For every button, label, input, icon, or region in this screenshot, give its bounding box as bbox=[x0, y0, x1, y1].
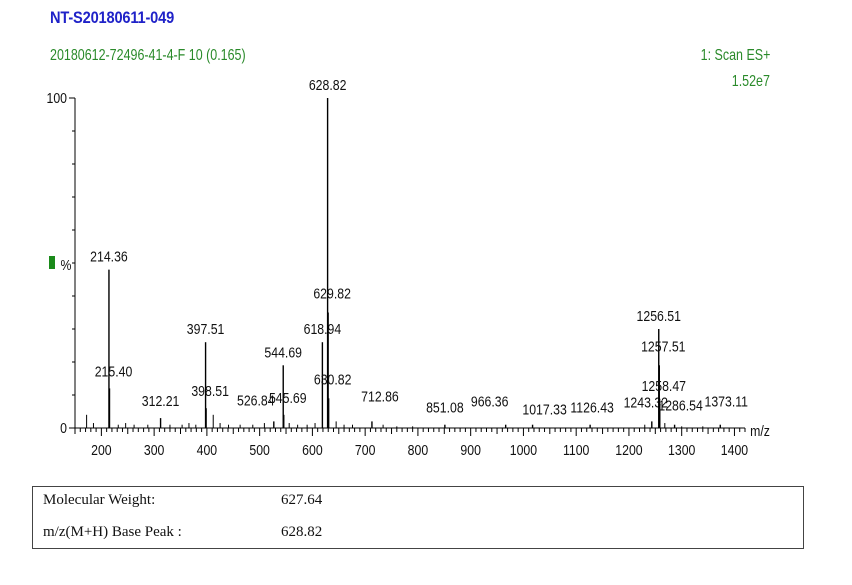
molecular-weight-label: Molecular Weight: bbox=[43, 492, 156, 508]
peak-label-628.82: 628.82 bbox=[309, 77, 347, 93]
x-tick-label: 1200 bbox=[615, 442, 643, 458]
scan-mode: 1: Scan ES+ bbox=[700, 47, 770, 64]
peak-label-1257.51: 1257.51 bbox=[641, 338, 685, 354]
max-intensity: 1.52e7 bbox=[731, 73, 770, 90]
y-axis-label: % bbox=[61, 257, 72, 273]
x-tick-label: 1400 bbox=[721, 442, 749, 458]
x-axis-label: m/z bbox=[750, 423, 770, 439]
peak-label-1258.47: 1258.47 bbox=[642, 378, 686, 394]
peak-label-1243.32: 1243.32 bbox=[624, 394, 668, 410]
peak-label-629.82: 629.82 bbox=[313, 285, 351, 301]
y-tick-label: 100 bbox=[46, 90, 67, 106]
x-tick-label: 300 bbox=[144, 442, 165, 458]
peak-label-526.84: 526.84 bbox=[237, 392, 275, 408]
peak-label-966.36: 966.36 bbox=[471, 394, 509, 410]
peak-label-712.86: 712.86 bbox=[361, 388, 399, 404]
peak-label-544.69: 544.69 bbox=[264, 344, 302, 360]
x-tick-label: 600 bbox=[302, 442, 323, 458]
x-tick-label: 500 bbox=[249, 442, 270, 458]
scan-marker bbox=[49, 256, 55, 269]
peak-label-1286.54: 1286.54 bbox=[658, 398, 703, 414]
peak-label-1373.11: 1373.11 bbox=[705, 394, 749, 410]
x-tick-label: 400 bbox=[197, 442, 218, 458]
peak-label-397.51: 397.51 bbox=[187, 321, 225, 337]
peak-label-214.36: 214.36 bbox=[90, 248, 128, 264]
x-tick-label: 1000 bbox=[510, 442, 538, 458]
molecular-weight-row: Molecular Weight: 627.64 bbox=[33, 487, 803, 517]
x-tick-label: 800 bbox=[408, 442, 429, 458]
peak-label-1126.43: 1126.43 bbox=[570, 400, 614, 416]
base-peak-row: m/z(M+H) Base Peak : 628.82 bbox=[33, 519, 803, 549]
x-tick-label: 1100 bbox=[563, 442, 590, 458]
peak-label-618.94: 618.94 bbox=[304, 321, 342, 337]
peak-label-545.69: 545.69 bbox=[269, 390, 307, 406]
peak-label-215.40: 215.40 bbox=[95, 363, 133, 379]
peak-label-851.08: 851.08 bbox=[426, 400, 464, 416]
base-peak-label: m/z(M+H) Base Peak : bbox=[43, 524, 182, 540]
peak-label-398.51: 398.51 bbox=[191, 383, 229, 399]
y-tick-label: 0 bbox=[60, 420, 67, 436]
base-peak-value: 628.82 bbox=[281, 524, 323, 540]
mass-spectrum-chart: 0 100% 200 300 400 500 600 700 800 900 1000 1100 120… bbox=[46, 77, 770, 458]
x-tick-label: 900 bbox=[460, 442, 481, 458]
molecular-weight-value: 627.64 bbox=[281, 492, 323, 508]
x-tick-label: 200 bbox=[91, 442, 112, 458]
peak-label-312.21: 312.21 bbox=[142, 393, 180, 409]
peak-label-1017.33: 1017.33 bbox=[522, 402, 567, 418]
peak-label-630.82: 630.82 bbox=[314, 371, 352, 387]
x-tick-label: 1300 bbox=[668, 442, 696, 458]
sample-id: NT-S20180611-049 bbox=[50, 8, 175, 27]
x-tick-label: 700 bbox=[355, 442, 376, 458]
info-table: Molecular Weight: 627.64 m/z(M+H) Base P… bbox=[32, 486, 804, 549]
run-info: 20180612-72496-41-4-F 10 (0.165) bbox=[50, 47, 246, 64]
peak-label-1256.51: 1256.51 bbox=[637, 308, 681, 324]
